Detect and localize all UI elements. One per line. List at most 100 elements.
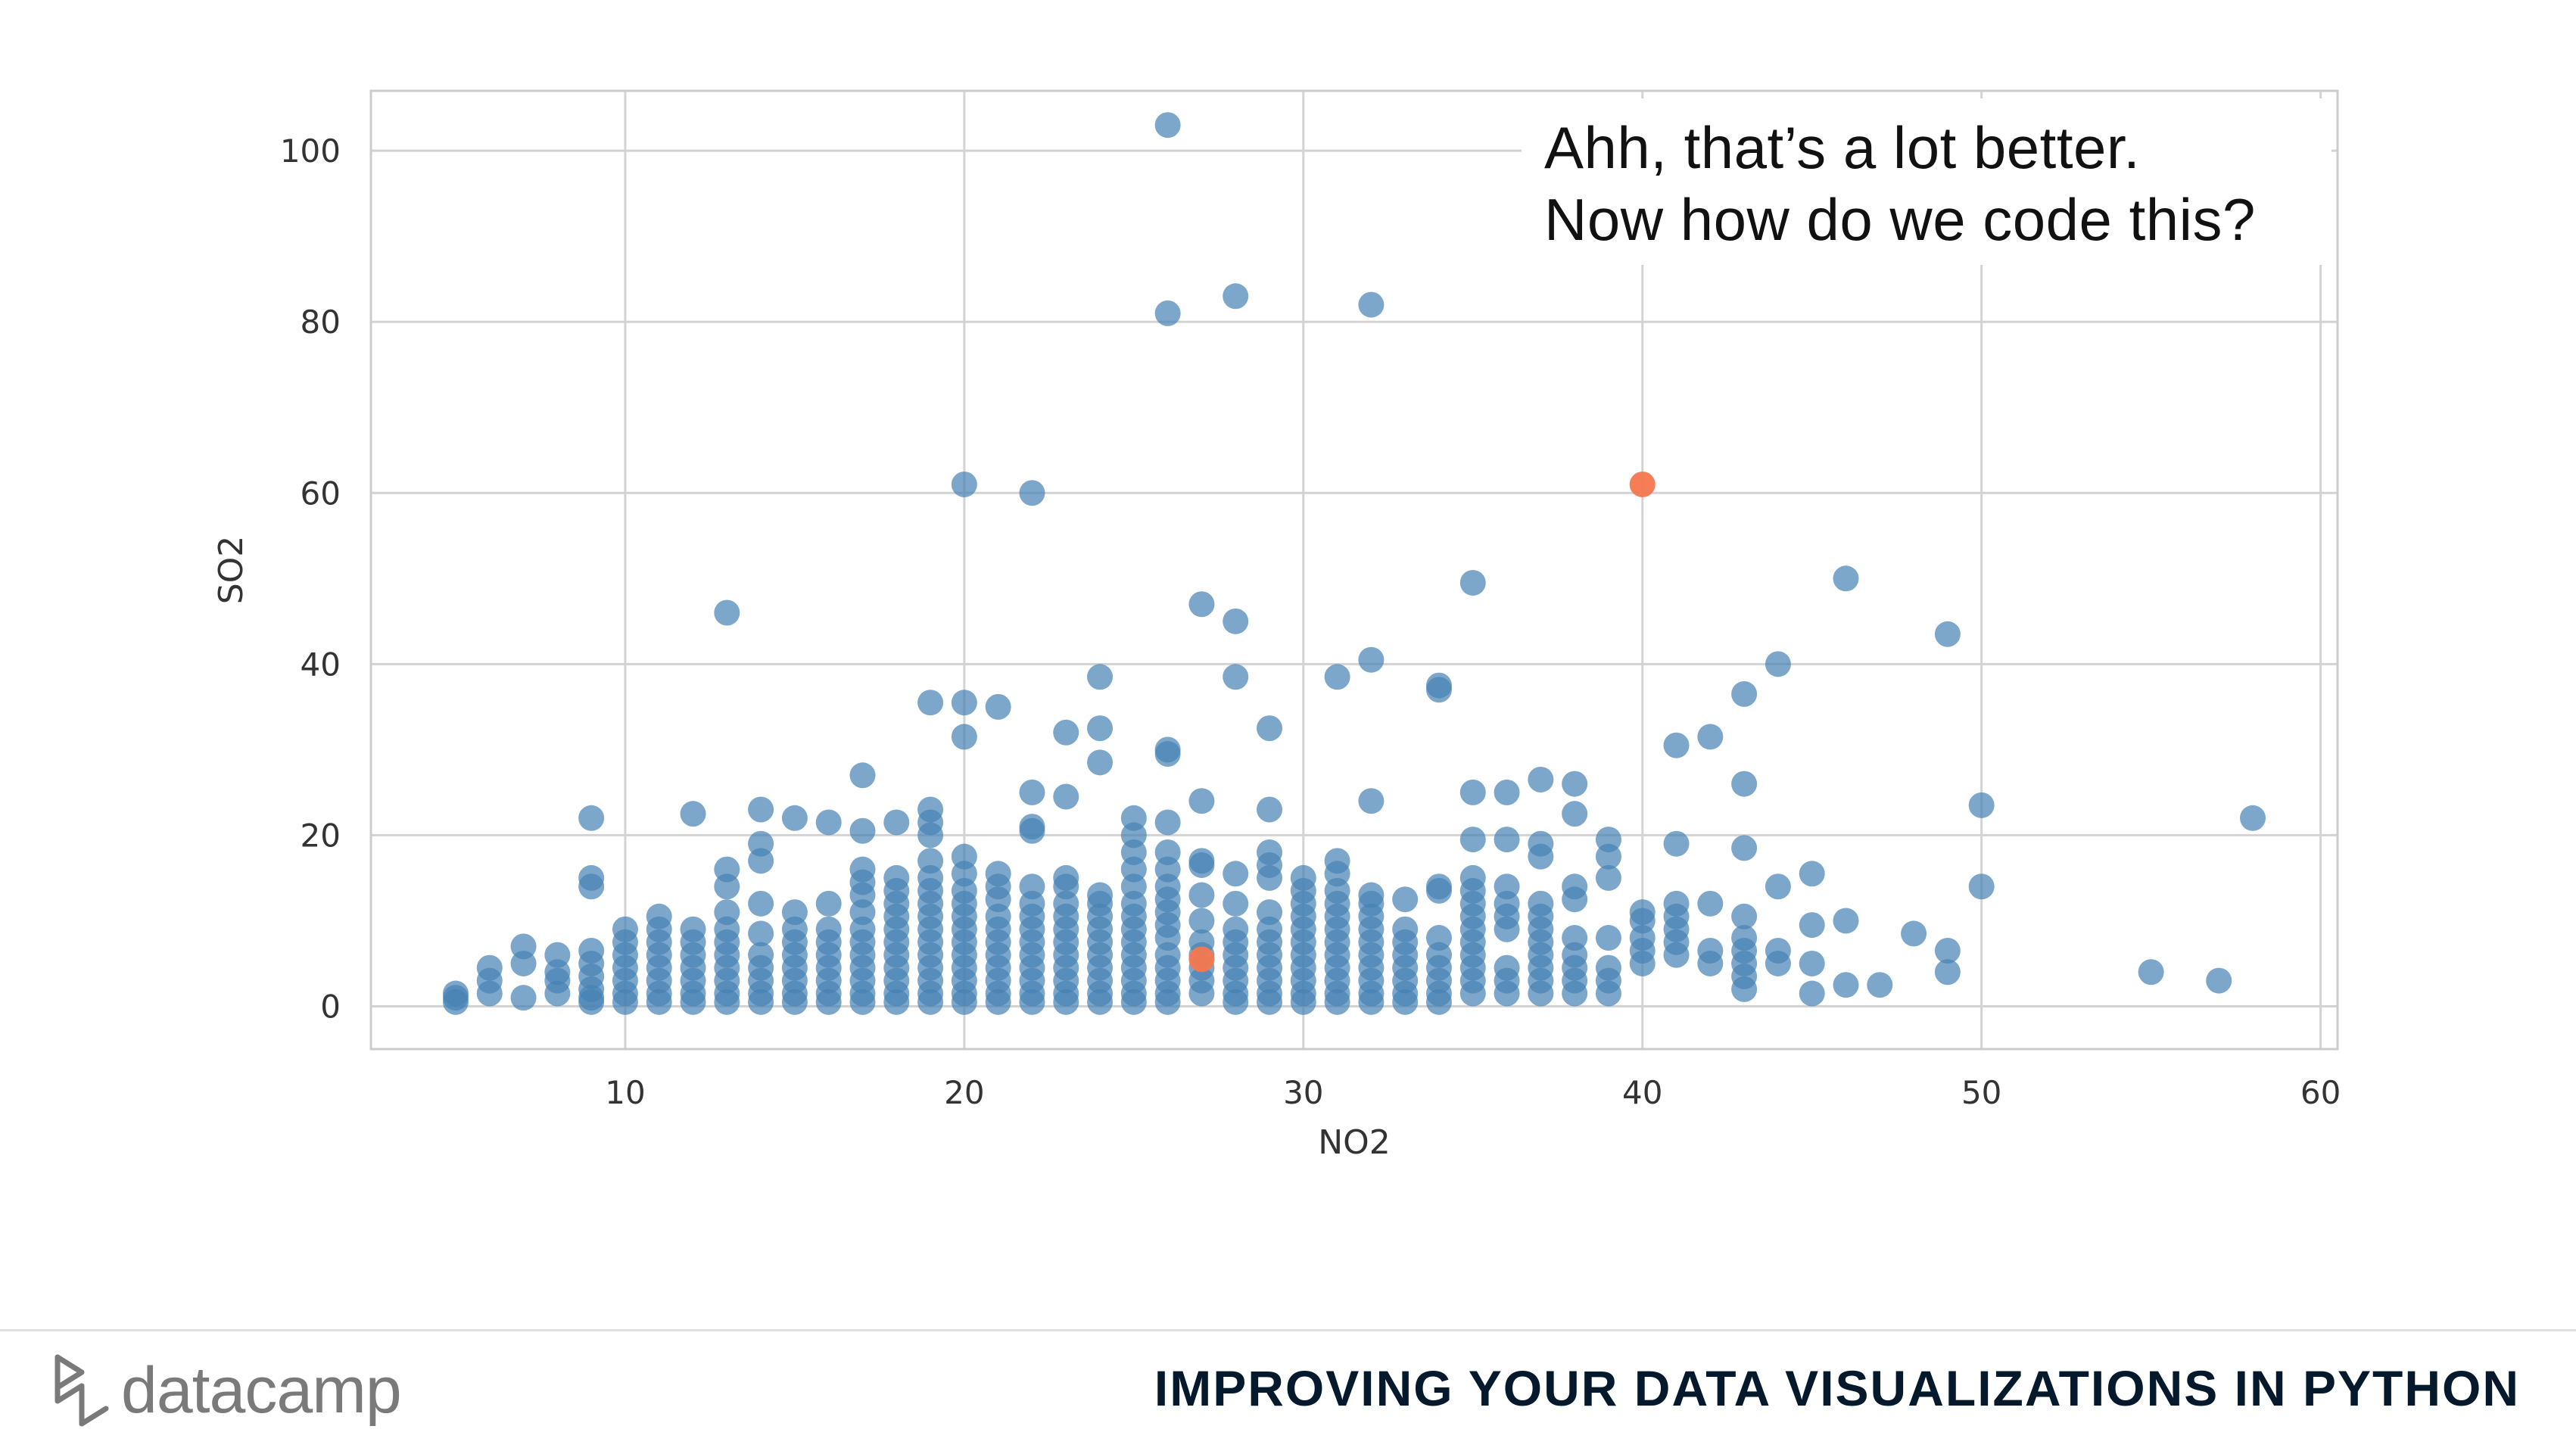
scatter-point bbox=[1053, 783, 1079, 810]
annotation-box bbox=[1522, 98, 2331, 265]
scatter-point bbox=[1833, 972, 1859, 998]
scatter-point bbox=[2206, 967, 2232, 994]
scatter-point bbox=[1087, 664, 1114, 690]
datacamp-logo[interactable]: datacamp bbox=[51, 1349, 402, 1432]
scatter-point bbox=[1223, 861, 1249, 887]
scatter-point bbox=[1629, 899, 1656, 926]
scatter-point bbox=[714, 599, 740, 626]
scatter-point bbox=[1358, 882, 1385, 908]
scatter-point bbox=[1154, 300, 1181, 326]
scatter-point bbox=[1562, 801, 1588, 827]
scatter-point bbox=[714, 899, 740, 926]
x-tick-label: 20 bbox=[944, 1074, 984, 1111]
y-tick-label: 100 bbox=[280, 132, 341, 170]
scatter-point bbox=[1053, 719, 1079, 746]
scatter-point bbox=[1392, 886, 1419, 913]
scatter-point bbox=[1019, 779, 1045, 805]
scatter-point bbox=[1324, 848, 1350, 874]
scatter-point bbox=[985, 693, 1011, 720]
scatter-point bbox=[1697, 724, 1724, 750]
scatter-point bbox=[815, 890, 842, 917]
scatter-point bbox=[1494, 954, 1520, 981]
scatter-point bbox=[680, 916, 706, 942]
y-tick-label: 0 bbox=[320, 988, 341, 1025]
scatter-point bbox=[1154, 809, 1181, 836]
scatter-point bbox=[1087, 882, 1114, 908]
scatter-point bbox=[1019, 814, 1045, 840]
scatter-point bbox=[1459, 827, 1486, 853]
scatter-point bbox=[1528, 766, 1554, 792]
y-tick-label: 20 bbox=[301, 817, 341, 854]
scatter-point bbox=[1358, 291, 1385, 318]
scatter-point bbox=[849, 817, 876, 844]
scatter-point bbox=[612, 916, 638, 942]
scatter-point bbox=[578, 864, 605, 891]
scatter-point bbox=[1154, 839, 1181, 866]
scatter-point bbox=[985, 861, 1011, 887]
scatter-point bbox=[1799, 980, 1825, 1007]
scatter-point bbox=[1833, 908, 1859, 934]
scatter-point bbox=[1595, 827, 1621, 853]
y-tick-label: 60 bbox=[301, 475, 341, 512]
y-tick-label: 40 bbox=[301, 646, 341, 683]
scatter-point bbox=[1697, 938, 1724, 964]
annotation-line-1: Ahh, that’s a lot better. bbox=[1544, 114, 2141, 181]
scatter-point bbox=[1562, 925, 1588, 951]
scatter-point bbox=[781, 899, 808, 926]
scatter-point bbox=[748, 942, 774, 968]
scatter-point bbox=[1528, 830, 1554, 857]
scatter-point bbox=[1154, 112, 1181, 139]
scatter-point bbox=[1867, 972, 1893, 998]
datacamp-wordmark: datacamp bbox=[121, 1353, 402, 1427]
data-points bbox=[442, 112, 2266, 1015]
scatter-point bbox=[951, 690, 977, 716]
scatter-point bbox=[1697, 890, 1724, 917]
annotation-line-2: Now how do we code this? bbox=[1544, 186, 2256, 253]
scatter-point bbox=[1223, 890, 1249, 917]
course-title: IMPROVING YOUR DATA VISUALIZATIONS IN PY… bbox=[1154, 1360, 2520, 1416]
scatter-point bbox=[1257, 839, 1283, 866]
scatter-point bbox=[1392, 916, 1419, 942]
scatter-point bbox=[1019, 873, 1045, 900]
scatter-point bbox=[1188, 908, 1215, 934]
datacamp-icon bbox=[55, 1354, 109, 1427]
scatter-point bbox=[1019, 480, 1045, 506]
scatter-point bbox=[1901, 920, 1927, 947]
scatter-point bbox=[1731, 771, 1758, 797]
scatter-point bbox=[1257, 899, 1283, 926]
scatter-point bbox=[748, 890, 774, 917]
scatter-point bbox=[1731, 903, 1758, 929]
highlighted-point bbox=[1629, 471, 1656, 497]
plot-frame bbox=[369, 89, 2339, 1051]
scatter-point bbox=[883, 809, 910, 836]
scatter-point bbox=[1968, 792, 1995, 818]
scatter-point bbox=[1188, 882, 1215, 908]
scatter-point bbox=[544, 942, 571, 968]
scatter-point bbox=[476, 954, 503, 981]
scatter-point bbox=[1188, 788, 1215, 814]
x-tick-label: 10 bbox=[605, 1074, 645, 1111]
scatter-point bbox=[578, 938, 605, 964]
scatter-point bbox=[1087, 749, 1114, 776]
scatter-point bbox=[1494, 827, 1520, 853]
scatter-point bbox=[1257, 796, 1283, 823]
scatter-point bbox=[883, 864, 910, 891]
scatter-point bbox=[1833, 565, 1859, 592]
scatter-point bbox=[1731, 680, 1758, 707]
scatter-point bbox=[951, 843, 977, 870]
scatter-point bbox=[1968, 873, 1995, 900]
scatter-point bbox=[1358, 788, 1385, 814]
scatter-point bbox=[1425, 873, 1452, 900]
scatter-point bbox=[1663, 890, 1690, 917]
scatter-point bbox=[1494, 873, 1520, 900]
scatter-point bbox=[1324, 664, 1350, 690]
scatter-point bbox=[815, 809, 842, 836]
scatter-point bbox=[1290, 864, 1316, 891]
scatter-point bbox=[748, 796, 774, 823]
scatter-point bbox=[1562, 771, 1588, 797]
scatter-point bbox=[1799, 912, 1825, 939]
scatter-point bbox=[1765, 873, 1791, 900]
scatter-point bbox=[1731, 835, 1758, 861]
scatter-point bbox=[1459, 779, 1486, 805]
